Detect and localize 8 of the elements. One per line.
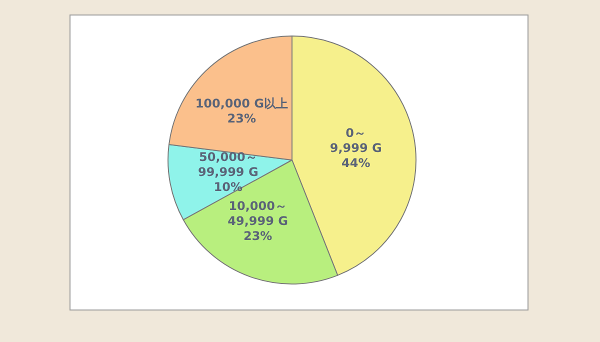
slice-label: 50,000～ 99,999 G [198, 150, 258, 180]
data-label: 10% [214, 180, 243, 194]
data-label: 23% [227, 112, 256, 126]
slice-label: 100,000 G以上 [195, 96, 288, 111]
data-label: 23% [243, 229, 272, 244]
slice-label: 0～ 9,999 G [330, 126, 382, 155]
data-label: 44% [341, 156, 370, 170]
slice-label: 10,000～ 49,999 G [228, 199, 288, 228]
